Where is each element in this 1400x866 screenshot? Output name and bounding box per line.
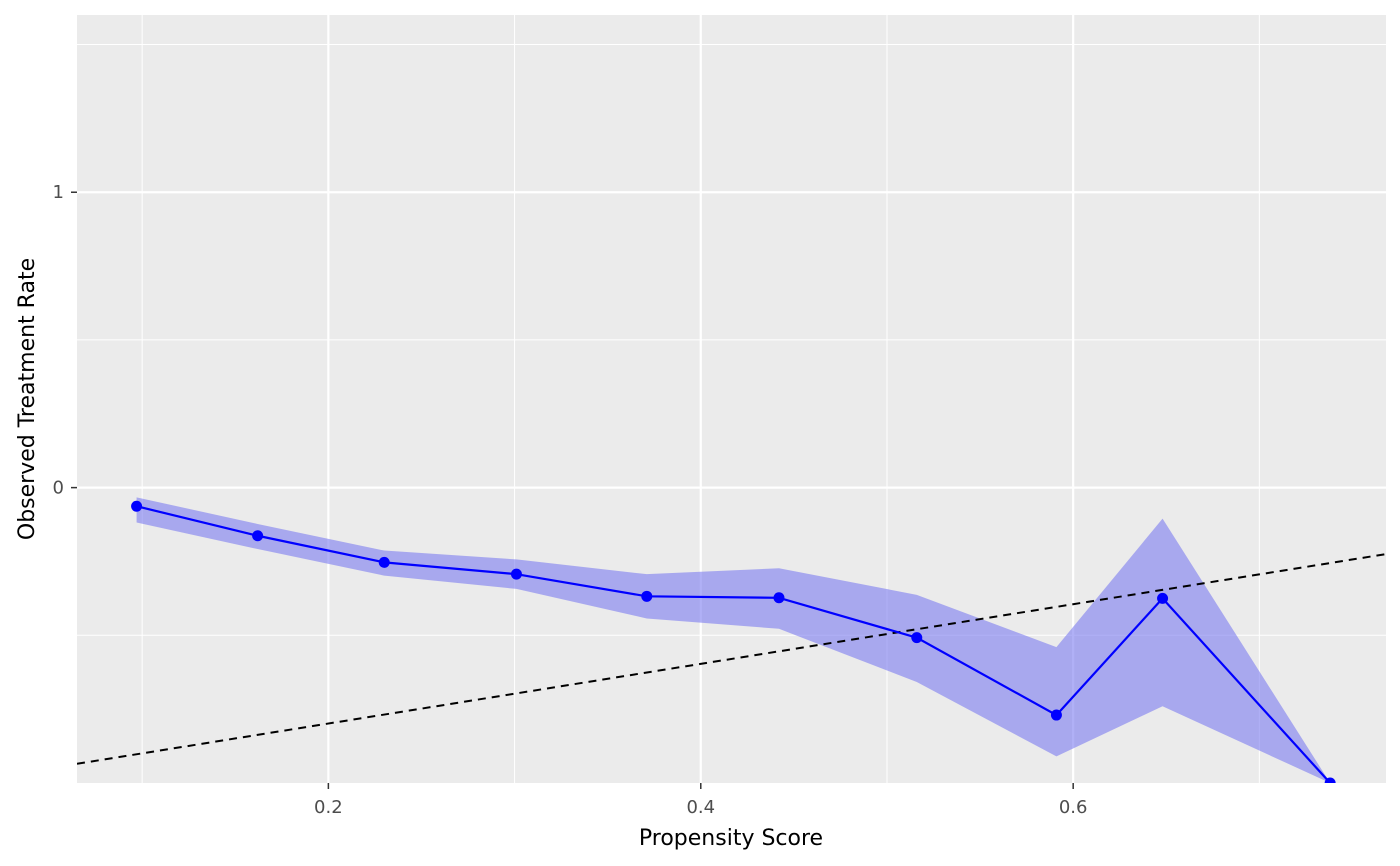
tick-labels: 0.2 0.4 0.6 0 1 <box>53 182 1088 818</box>
x-tick-label: 0.4 <box>686 797 715 818</box>
minor-gridlines <box>77 15 1386 783</box>
data-point <box>252 530 264 542</box>
data-point <box>1157 592 1169 604</box>
y-tick-label: 1 <box>53 182 64 203</box>
data-point <box>1324 777 1336 783</box>
confidence-ribbon <box>136 497 1331 783</box>
x-tick-label: 0.2 <box>314 797 343 818</box>
data-point <box>911 632 923 644</box>
reference-line <box>77 553 1386 765</box>
data-point <box>641 590 653 602</box>
data-point <box>378 556 390 568</box>
y-axis-title: Observed Treatment Rate <box>15 258 40 540</box>
plot-area <box>77 497 1386 783</box>
x-axis-title: Propensity Score <box>639 826 823 851</box>
y-tick-label: 0 <box>53 478 64 499</box>
series-line <box>136 505 1331 783</box>
data-point <box>773 592 785 604</box>
x-tick-label: 0.6 <box>1059 797 1088 818</box>
axis-ticks <box>71 191 1074 789</box>
data-point <box>131 500 143 512</box>
data-point <box>1050 709 1062 721</box>
data-point <box>510 568 522 580</box>
